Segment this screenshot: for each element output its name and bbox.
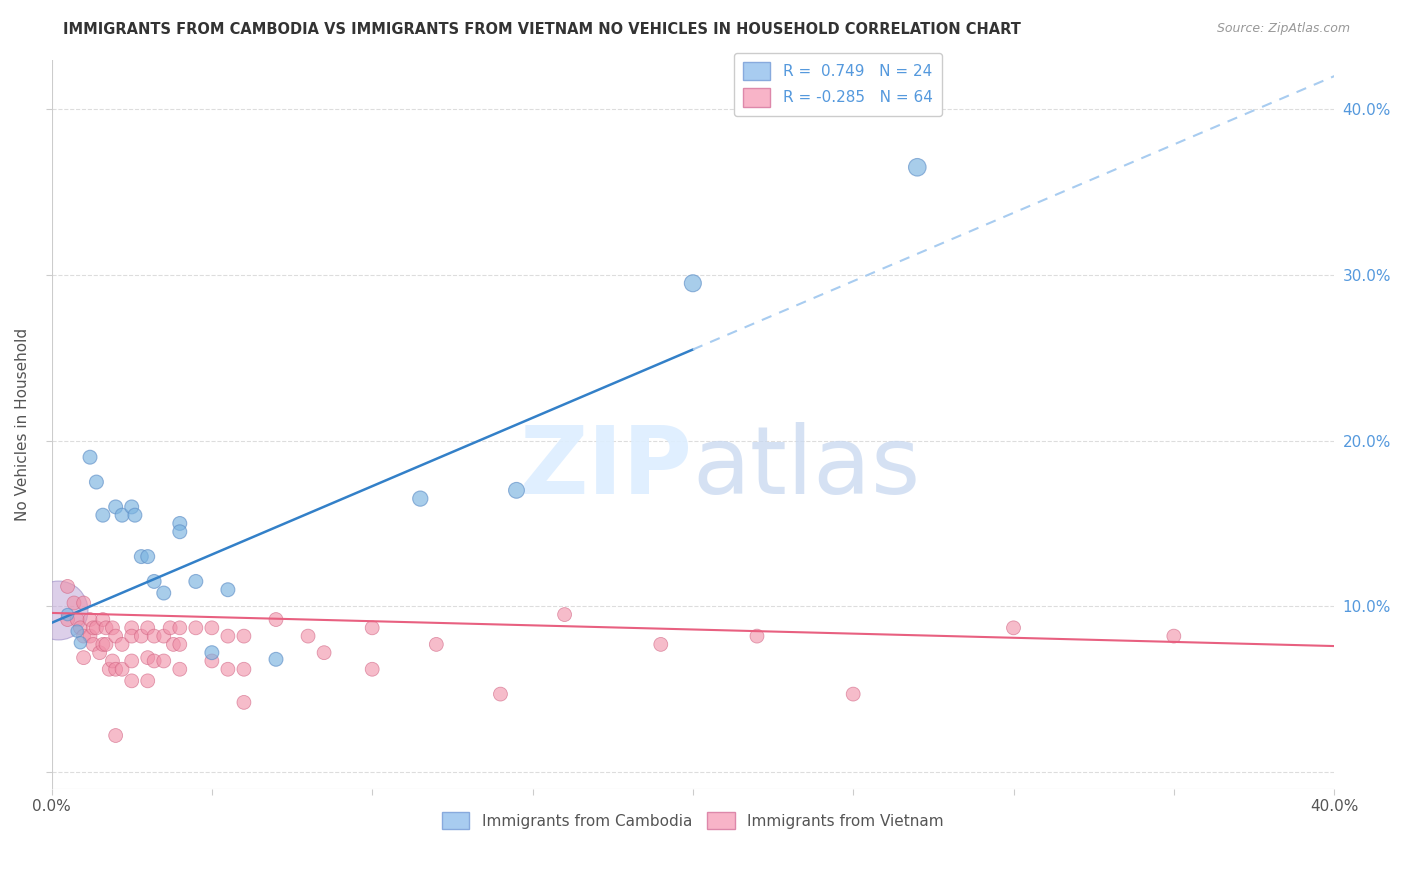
Point [124,508,146,523]
Point [232,629,254,643]
Text: IMMIGRANTS FROM CAMBODIA VS IMMIGRANTS FROM VIETNAM NO VEHICLES IN HOUSEHOLD COR: IMMIGRANTS FROM CAMBODIA VS IMMIGRANTS F… [63,22,1021,37]
Point [121,621,143,635]
Text: Source: ZipAtlas.com: Source: ZipAtlas.com [1216,22,1350,36]
Point [159,621,181,635]
Point [101,654,124,668]
Point [169,637,191,651]
Point [361,621,384,635]
Point [69,621,91,635]
Point [169,524,191,539]
Point [297,629,319,643]
Point [89,646,111,660]
Point [56,613,79,627]
Y-axis label: No Vehicles in Household: No Vehicles in Household [15,327,30,521]
Point [745,629,768,643]
Point [152,629,174,643]
Point [143,574,166,589]
Point [169,516,191,531]
Point [72,650,94,665]
Point [152,586,174,600]
Point [121,500,143,514]
Point [66,624,89,639]
Point [79,450,101,465]
Point [409,491,432,506]
Point [143,654,166,668]
Point [94,637,117,651]
Point [201,646,224,660]
Point [505,483,527,498]
Point [101,621,124,635]
Point [169,621,191,635]
Point [72,629,94,643]
Point [136,621,159,635]
Point [82,621,104,635]
Point [136,673,159,688]
Point [63,596,86,610]
Point [842,687,865,701]
Point [121,629,143,643]
Point [111,662,134,676]
Point [98,662,121,676]
Point [121,673,143,688]
Point [232,695,254,709]
Point [201,654,224,668]
Point [1002,621,1025,635]
Point [111,637,134,651]
Point [232,662,254,676]
Point [162,637,184,651]
Legend: Immigrants from Cambodia, Immigrants from Vietnam: Immigrants from Cambodia, Immigrants fro… [436,805,950,836]
Point [905,161,928,175]
Point [136,549,159,564]
Point [152,654,174,668]
Point [104,500,127,514]
Text: atlas: atlas [693,422,921,514]
Point [314,646,336,660]
Point [650,637,672,651]
Point [184,574,207,589]
Point [184,621,207,635]
Point [131,549,153,564]
Point [1163,629,1185,643]
Point [72,596,94,610]
Point [136,650,159,665]
Point [489,687,512,701]
Point [217,662,239,676]
Point [104,629,127,643]
Point [264,613,287,627]
Point [217,629,239,643]
Point [94,621,117,635]
Point [143,629,166,643]
Point [91,637,114,651]
Point [46,602,69,616]
Point [169,662,191,676]
Point [111,508,134,523]
Point [56,607,79,622]
Point [69,636,91,650]
Point [66,613,89,627]
Point [82,637,104,651]
Point [361,662,384,676]
Point [217,582,239,597]
Text: ZIP: ZIP [520,422,693,514]
Point [79,613,101,627]
Point [104,729,127,743]
Point [91,613,114,627]
Point [56,579,79,593]
Point [104,662,127,676]
Point [86,475,108,489]
Point [79,629,101,643]
Point [131,629,153,643]
Point [91,508,114,523]
Point [682,277,704,291]
Point [121,654,143,668]
Point [425,637,447,651]
Point [264,652,287,666]
Point [86,621,108,635]
Point [201,621,224,635]
Point [554,607,576,622]
